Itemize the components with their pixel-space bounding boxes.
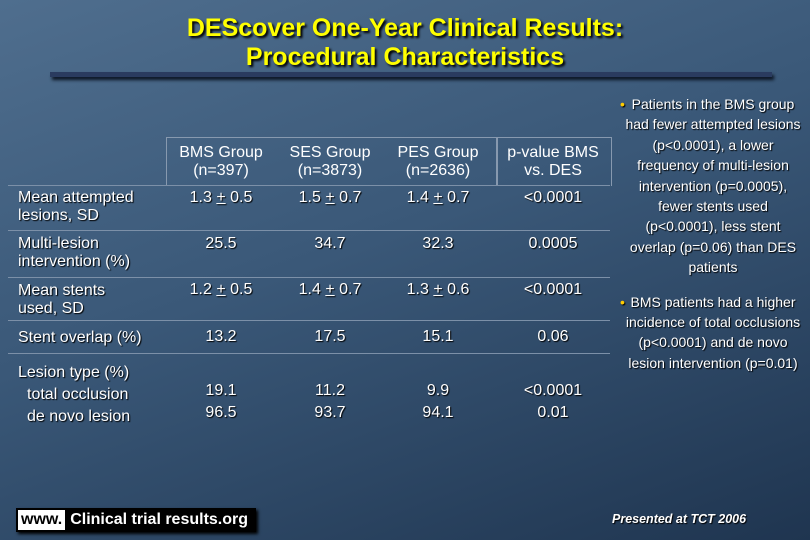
row-label-line: lesions, SD	[18, 207, 99, 224]
table-cell: 25.5	[205, 235, 237, 252]
cell-value: 93.7	[314, 404, 346, 421]
table-divider	[8, 320, 610, 321]
cell-value: 1.5	[298, 189, 326, 206]
column-header-line: (n=3873)	[297, 162, 363, 179]
table-divider	[8, 230, 610, 231]
table-divider	[8, 353, 610, 354]
column-header-ses: SES Group (n=3873)	[276, 144, 384, 180]
row-label-line: total occlusion	[27, 386, 129, 403]
column-header-line: vs. DES	[524, 162, 582, 179]
table-cell: 19.1 96.5	[168, 380, 274, 424]
cell-value: 0.7	[442, 189, 470, 206]
table-cell: 11.2 93.7	[276, 380, 384, 424]
row-label-line: Multi-lesion	[18, 235, 99, 252]
bullet-dot-icon: •	[620, 293, 625, 310]
plus-minus: +	[216, 189, 226, 206]
column-header-line: (n=2636)	[405, 162, 471, 179]
row-label-line: de novo lesion	[27, 408, 131, 425]
row-label-multi-lesion: Multi-lesion intervention (%)	[18, 235, 130, 271]
row-label-mean-attempted: Mean attempted lesions, SD	[18, 189, 134, 225]
cell-value: 19.1	[205, 382, 237, 399]
plus-minus: +	[433, 189, 443, 206]
column-header-bms: BMS Group (n=397)	[168, 144, 274, 180]
plus-minus: +	[216, 281, 226, 298]
summary-bullets: • Patients in the BMS group had fewer at…	[612, 94, 802, 373]
cell-value: 0.7	[334, 189, 362, 206]
cell-value: 0.5	[225, 189, 253, 206]
title-line-2: Procedural Characteristics	[245, 43, 565, 71]
table-cell: <0.0001	[523, 281, 583, 298]
cell-value: 94.1	[422, 404, 454, 421]
table-cell: 17.5	[314, 328, 346, 345]
bullet-text: BMS patients had a higher incidence of t…	[625, 293, 801, 371]
row-label-mean-stents: Mean stents used, SD	[18, 282, 105, 318]
table-cell: 1.4 + 0.7	[276, 279, 384, 301]
bullet-text: Patients in the BMS group had fewer atte…	[625, 96, 801, 276]
bullet-dot-icon: •	[620, 96, 625, 112]
column-header-line: SES Group	[289, 144, 371, 161]
plus-minus: +	[325, 281, 335, 298]
column-header-line: PES Group	[397, 144, 479, 161]
row-label-lesion-type: Lesion type (%) total occlusion de novo …	[18, 362, 130, 428]
title-line-1: DEScover One-Year Clinical Results:	[186, 14, 624, 42]
column-header-pvalue: p-value BMS vs. DES	[496, 144, 610, 180]
table-header-frame	[166, 137, 498, 186]
bullet-item: • Patients in the BMS group had fewer at…	[612, 94, 802, 278]
plus-minus: +	[325, 189, 335, 206]
table-cell: 1.3 + 0.5	[168, 187, 274, 209]
table-cell: 1.5 + 0.7	[276, 187, 384, 209]
cell-value: 11.2	[315, 382, 345, 399]
row-label-line: intervention (%)	[18, 253, 131, 270]
cell-value: 1.3	[189, 189, 217, 206]
row-label-line: Lesion type (%)	[18, 364, 130, 381]
table-divider	[8, 185, 610, 186]
table-cell: 9.9 94.1	[384, 380, 492, 424]
row-label-line: Mean attempted	[18, 189, 134, 206]
table-cell: 1.2 + 0.5	[168, 279, 274, 301]
logo-www: www.	[18, 510, 66, 530]
column-header-pes: PES Group (n=2636)	[384, 144, 492, 180]
table-cell: <0.0001 0.01	[496, 380, 610, 424]
cell-value: 1.3	[406, 281, 434, 298]
table-cell: <0.0001	[523, 189, 583, 206]
row-label-stent-overlap: Stent overlap (%)	[18, 329, 142, 347]
cell-value: <0.0001	[523, 382, 583, 399]
table-cell: 15.1	[422, 328, 454, 345]
table-header-frame-pvalue	[496, 137, 612, 186]
cell-value: 96.5	[205, 404, 237, 421]
plus-minus: +	[433, 281, 443, 298]
table-cell: 0.0005	[528, 235, 578, 252]
cell-value: 0.7	[334, 281, 362, 298]
cell-value: 1.2	[189, 281, 217, 298]
table-cell: 1.3 + 0.6	[384, 279, 492, 301]
row-label-line: used, SD	[18, 300, 84, 317]
row-label-line: Stent overlap (%)	[18, 329, 142, 346]
logo-site-name: Clinical trial results.org	[70, 511, 249, 528]
title-underline	[50, 72, 772, 77]
row-label-line: Mean stents	[18, 282, 106, 299]
table-cell: 13.2	[205, 328, 237, 345]
slide-title: DEScover One-Year Clinical Results: Proc…	[0, 14, 810, 72]
table-cell: 32.3	[422, 235, 454, 252]
cell-value: 0.5	[225, 281, 253, 298]
table-cell: 34.7	[314, 235, 346, 252]
cell-value: 9.9	[426, 382, 450, 399]
table-divider	[8, 277, 610, 278]
table-cell: 1.4 + 0.7	[384, 187, 492, 209]
bullet-item: • BMS patients had a higher incidence of…	[612, 292, 802, 374]
column-header-line: BMS Group	[179, 144, 263, 161]
table-cell: 0.06	[537, 328, 569, 345]
clinical-trial-results-logo: www. Clinical trial results.org	[16, 508, 257, 532]
cell-value: 0.6	[442, 281, 470, 298]
column-header-line: p-value BMS	[507, 144, 599, 161]
presented-at-caption: Presented at TCT 2006	[612, 512, 747, 526]
column-header-line: (n=397)	[193, 162, 249, 179]
cell-value: 1.4	[298, 281, 326, 298]
cell-value: 1.4	[406, 189, 434, 206]
cell-value: 0.01	[537, 404, 569, 421]
